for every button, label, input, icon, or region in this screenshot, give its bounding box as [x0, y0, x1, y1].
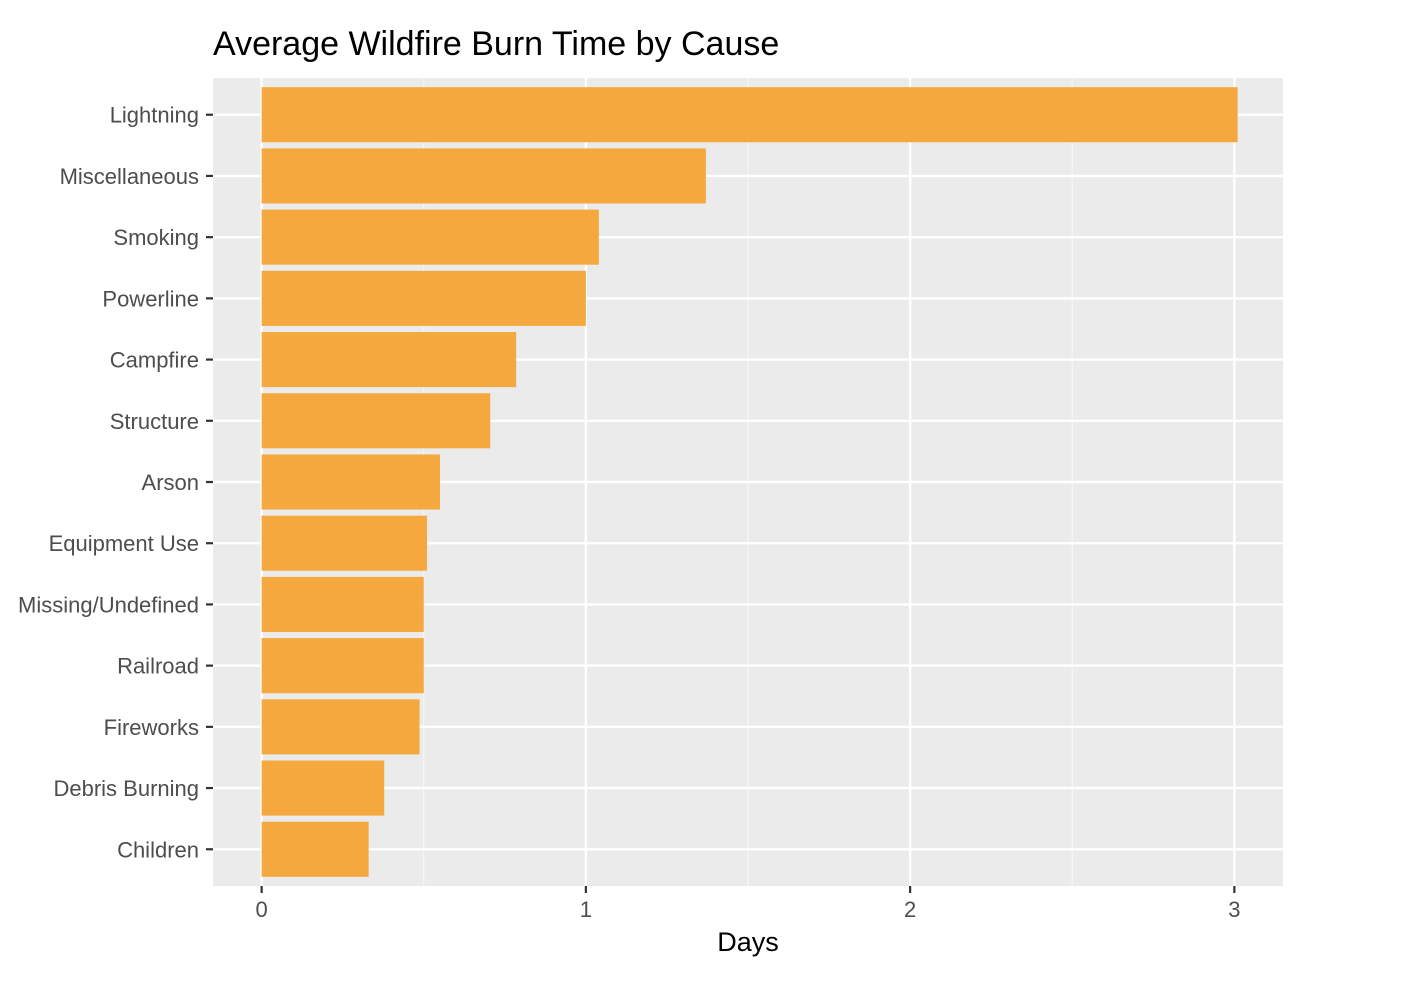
bar — [261, 638, 424, 694]
bar — [261, 576, 424, 632]
bar — [261, 148, 706, 204]
y-tick-label: Lightning — [110, 103, 199, 128]
y-tick-label: Structure — [110, 409, 199, 434]
bar — [261, 454, 440, 510]
y-tick-label: Fireworks — [104, 715, 199, 740]
bar — [261, 393, 491, 449]
x-tick-label: 1 — [580, 897, 592, 922]
y-tick-label: Powerline — [102, 286, 199, 311]
y-tick-label: Missing/Undefined — [18, 592, 199, 617]
x-axis: 0 1 2 3 — [256, 886, 1240, 922]
bars-group — [261, 87, 1238, 877]
y-tick-label: Campfire — [110, 348, 199, 373]
x-tick-label: 0 — [256, 897, 268, 922]
y-tick-label: Debris Burning — [53, 776, 199, 801]
x-tick-label: 2 — [904, 897, 916, 922]
bar — [261, 760, 385, 816]
x-axis-title: Days — [717, 927, 779, 957]
y-tick-label: Children — [117, 837, 199, 862]
bar — [261, 821, 369, 877]
y-tick-label: Arson — [142, 470, 199, 495]
x-tick-label: 3 — [1228, 897, 1240, 922]
y-tick-label: Railroad — [117, 654, 199, 679]
y-tick-label: Smoking — [113, 225, 199, 250]
bar — [261, 515, 427, 571]
chart-title: Average Wildfire Burn Time by Cause — [213, 25, 779, 63]
bar — [261, 699, 420, 755]
y-tick-label: Miscellaneous — [60, 164, 199, 189]
bar — [261, 87, 1238, 143]
y-tick-label: Equipment Use — [49, 531, 199, 556]
y-axis: Lightning Miscellaneous Smoking Powerline Ca… — [18, 103, 213, 862]
bar — [261, 332, 517, 388]
bar — [261, 209, 599, 265]
bar — [261, 270, 586, 326]
